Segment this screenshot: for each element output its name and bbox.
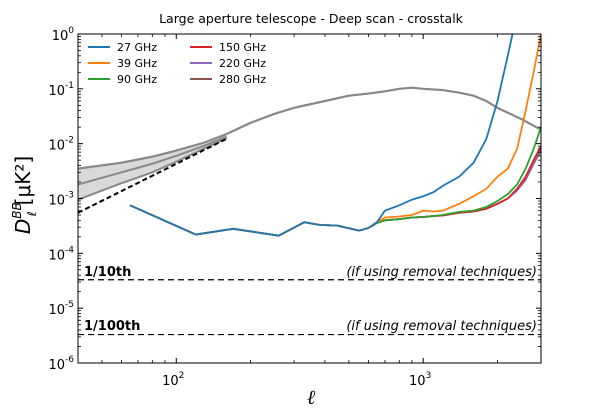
x-tick-label: 103: [409, 371, 431, 389]
legend-label: 90 GHz: [117, 73, 157, 86]
model-total-bb-line: [78, 86, 541, 170]
series-line-39-ghz: [129, 34, 541, 237]
model-band-fill: [78, 134, 227, 200]
series-line-90-ghz: [129, 126, 541, 237]
legend-label: 27 GHz: [117, 41, 157, 54]
y-tick-label: 10-3: [48, 191, 74, 209]
svg-text:DBBℓ[μK²]: DBBℓ [μK²]: [10, 156, 39, 234]
ref-line-2-label: 1/100th: [84, 319, 140, 334]
model-band-middle-line: [78, 135, 228, 186]
legend-label: 280 GHz: [219, 73, 266, 86]
y-tick-label: 10-5: [48, 300, 74, 318]
reference-annotations: 1/10th (if using removal techniques) 1/1…: [84, 265, 537, 334]
y-label-sup: BB: [10, 202, 24, 218]
y-tick-label: 10-4: [48, 245, 74, 263]
plot-clipped: [78, 34, 541, 336]
legend: 27 GHz 39 GHz 90 GHz 150 GHz 220 GHz 280 GHz: [88, 41, 266, 86]
y-label-main: D: [11, 219, 35, 234]
ref-line-2-note: (if using removal techniques): [346, 319, 537, 334]
legend-label: 150 GHz: [219, 41, 266, 54]
series-line-27-ghz: [129, 34, 514, 237]
y-tick-label: 10-1: [48, 81, 74, 99]
legend-label: 39 GHz: [117, 57, 157, 70]
lensing-dashed-line: [78, 137, 228, 214]
ref-line-1-note: (if using removal techniques): [346, 265, 537, 280]
y-tick-label: 10-2: [48, 136, 74, 154]
ref-line-1-label: 1/10th: [84, 265, 131, 280]
chart-title: Large aperture telescope - Deep scan - c…: [159, 11, 464, 26]
legend-label: 220 GHz: [219, 57, 266, 70]
y-label-sub: ℓ: [25, 211, 39, 217]
y-tick-label: 100: [52, 26, 75, 44]
x-tick-label: 102: [162, 371, 184, 389]
y-axis-label: DBBℓ [μK²]: [10, 156, 39, 234]
y-label-units: [μK²]: [11, 156, 35, 205]
x-axis-label: ℓ: [307, 385, 316, 409]
series-line-150-ghz: [129, 145, 541, 237]
plot-area: 10-6 10-5 10-4 10-3 10-2 10-1 100 102 103: [48, 26, 542, 389]
y-tick-label: 10-6: [48, 355, 74, 373]
model-band-lower-line: [78, 137, 228, 201]
